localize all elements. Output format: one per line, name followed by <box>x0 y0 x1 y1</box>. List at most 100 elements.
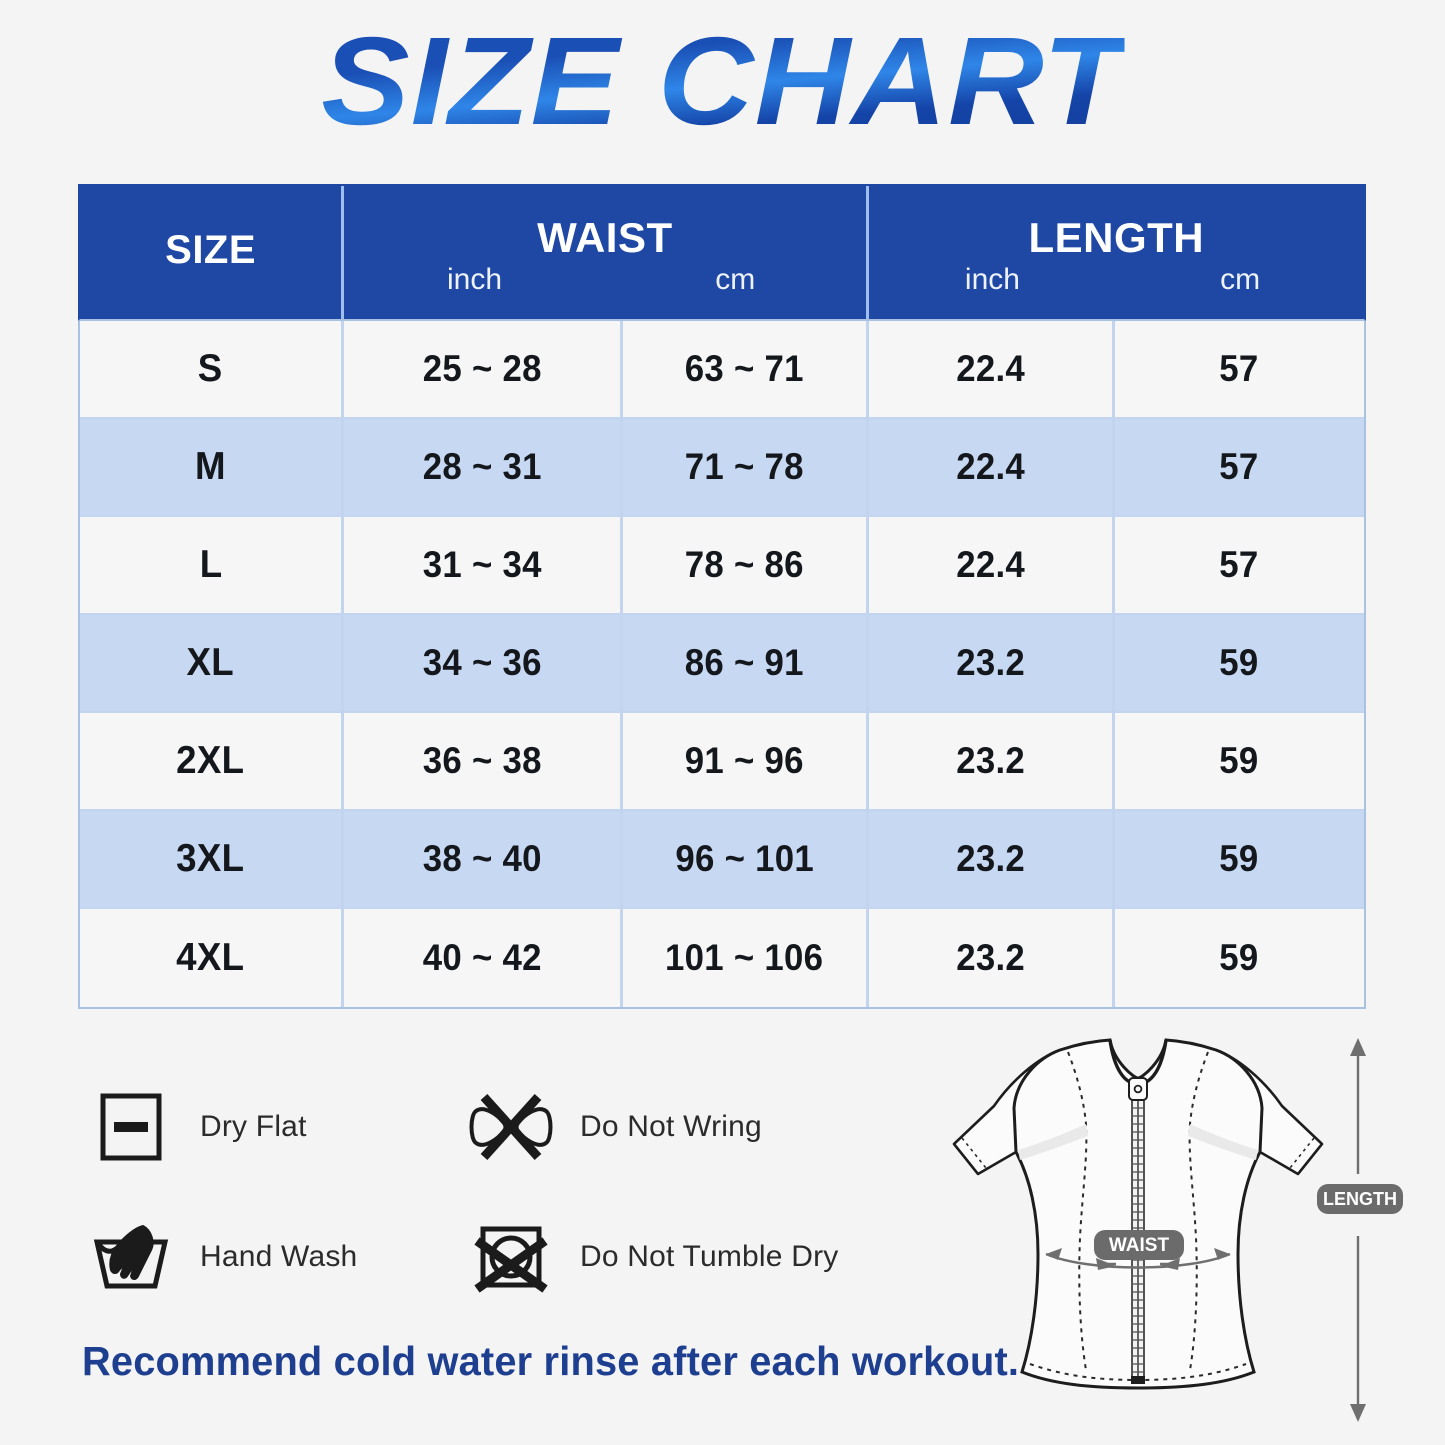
cell-length-cm: 57 <box>1115 321 1364 417</box>
cell-waist-inch-text: 38 ~ 40 <box>422 838 542 879</box>
cell-length-inch-text: 23.2 <box>955 838 1025 879</box>
table-row: L 31 ~ 34 78 ~ 86 22.4 57 <box>80 517 1364 615</box>
cell-length-inch-text: 23.2 <box>955 740 1025 781</box>
cell-waist-inch-text: 36 ~ 38 <box>422 740 542 781</box>
cell-waist-cm: 71 ~ 78 <box>623 419 869 515</box>
cell-length-inch: 22.4 <box>869 419 1115 515</box>
cell-size: L <box>80 517 345 613</box>
dry-flat-icon <box>88 1091 174 1163</box>
header-sub-length-inch: inch <box>964 263 1020 296</box>
cell-length-cm: 59 <box>1115 615 1364 711</box>
cell-size: 4XL <box>80 909 345 1007</box>
waist-badge-label: WAIST <box>1109 1235 1170 1256</box>
cell-waist-inch: 31 ~ 34 <box>344 517 624 613</box>
cell-length-cm: 59 <box>1115 713 1364 809</box>
table-row: S 25 ~ 28 63 ~ 71 22.4 57 <box>80 321 1364 419</box>
cell-length-inch: 23.2 <box>869 713 1115 809</box>
table-row: XL 34 ~ 36 86 ~ 91 23.2 59 <box>80 615 1364 713</box>
cell-length-cm-text: 59 <box>1219 740 1259 781</box>
cell-length-cm: 57 <box>1115 419 1364 515</box>
cell-waist-cm: 96 ~ 101 <box>623 811 869 907</box>
care-label-do-not-tumble-dry: Do Not Tumble Dry <box>580 1240 839 1273</box>
table-row: 3XL 38 ~ 40 96 ~ 101 23.2 59 <box>80 811 1364 909</box>
cell-length-cm: 59 <box>1115 909 1364 1007</box>
table-header-row: SIZE WAIST inch cm LENGTH inch cm <box>78 184 1366 321</box>
cell-waist-inch-text: 40 ~ 42 <box>422 937 542 978</box>
cell-waist-inch-text: 31 ~ 34 <box>422 544 542 585</box>
title-container: SIZE CHART <box>0 12 1445 151</box>
care-label-hand-wash: Hand Wash <box>200 1240 358 1273</box>
cell-length-inch: 23.2 <box>869 909 1115 1007</box>
cell-waist-inch-text: 34 ~ 36 <box>422 642 542 683</box>
header-sub-waist-inch: inch <box>447 263 503 296</box>
size-table: SIZE WAIST inch cm LENGTH inch cm S 2 <box>78 184 1366 1009</box>
cell-size: S <box>80 321 345 417</box>
cell-size: 3XL <box>80 811 345 907</box>
cell-length-inch-text: 22.4 <box>955 446 1025 487</box>
cell-waist-cm: 101 ~ 106 <box>623 909 869 1007</box>
cell-waist-inch: 40 ~ 42 <box>344 909 624 1007</box>
header-group-size: SIZE <box>80 186 345 319</box>
recommendation-note: Recommend cold water rinse after each wo… <box>82 1338 1020 1384</box>
cell-length-inch: 23.2 <box>869 615 1115 711</box>
cell-size-text: 2XL <box>176 739 245 782</box>
cell-waist-inch-text: 28 ~ 31 <box>422 446 542 487</box>
cell-size-text: XL <box>186 641 235 684</box>
header-label-waist: WAIST <box>537 214 673 261</box>
care-row-2: Hand Wash Do Not Tumble Dry <box>88 1192 938 1322</box>
cell-waist-cm-text: 78 ~ 86 <box>684 544 804 585</box>
cell-length-inch: 22.4 <box>869 517 1115 613</box>
length-badge-label: LENGTH <box>1323 1189 1397 1209</box>
do-not-tumble-dry-icon <box>468 1219 554 1295</box>
cell-size-text: L <box>199 543 222 586</box>
cell-size-text: M <box>195 445 227 488</box>
cell-length-cm-text: 57 <box>1219 446 1259 487</box>
cell-waist-cm: 91 ~ 96 <box>623 713 869 809</box>
cell-waist-inch: 25 ~ 28 <box>344 321 624 417</box>
care-instructions: Dry Flat Do Not Wring <box>88 1062 938 1322</box>
cell-length-cm: 57 <box>1115 517 1364 613</box>
table-row: 4XL 40 ~ 42 101 ~ 106 23.2 59 <box>80 909 1364 1007</box>
cell-size-text: 3XL <box>176 837 245 880</box>
cell-size: 2XL <box>80 713 345 809</box>
cell-waist-cm-text: 63 ~ 71 <box>684 348 804 389</box>
cell-waist-inch: 28 ~ 31 <box>344 419 624 515</box>
header-sub-waist-cm: cm <box>715 263 756 296</box>
cell-length-cm-text: 59 <box>1219 642 1259 683</box>
do-not-wring-icon <box>468 1089 554 1165</box>
cell-size: XL <box>80 615 345 711</box>
cell-length-inch: 23.2 <box>869 811 1115 907</box>
header-subs-waist: inch cm <box>344 263 865 297</box>
cell-waist-cm-text: 96 ~ 101 <box>675 838 814 879</box>
cell-length-inch: 22.4 <box>869 321 1115 417</box>
cell-length-cm-text: 57 <box>1219 544 1259 585</box>
cell-waist-inch-text: 25 ~ 28 <box>422 348 542 389</box>
cell-waist-cm-text: 101 ~ 106 <box>665 937 824 978</box>
hand-wash-icon <box>88 1220 174 1294</box>
table-row: M 28 ~ 31 71 ~ 78 22.4 57 <box>80 419 1364 517</box>
cell-waist-inch: 38 ~ 40 <box>344 811 624 907</box>
cell-size-text: S <box>198 347 223 390</box>
cell-waist-inch: 36 ~ 38 <box>344 713 624 809</box>
table-row: 2XL 36 ~ 38 91 ~ 96 23.2 59 <box>80 713 1364 811</box>
cell-length-inch-text: 22.4 <box>955 544 1025 585</box>
cell-length-inch-text: 22.4 <box>955 348 1025 389</box>
cell-length-inch-text: 23.2 <box>955 642 1025 683</box>
cell-length-inch-text: 23.2 <box>955 937 1025 978</box>
cell-length-cm: 59 <box>1115 811 1364 907</box>
header-group-waist: WAIST inch cm <box>344 186 869 319</box>
header-subs-length: inch cm <box>869 263 1364 297</box>
care-label-do-not-wring: Do Not Wring <box>580 1110 762 1143</box>
cell-length-cm-text: 59 <box>1219 937 1259 978</box>
header-sub-length-cm: cm <box>1220 263 1261 296</box>
cell-waist-cm: 78 ~ 86 <box>623 517 869 613</box>
cell-length-cm-text: 59 <box>1219 838 1259 879</box>
care-label-dry-flat: Dry Flat <box>200 1110 307 1143</box>
page-title: SIZE CHART <box>320 12 1125 151</box>
cell-waist-cm: 63 ~ 71 <box>623 321 869 417</box>
care-item-hand-wash: Hand Wash <box>88 1220 468 1294</box>
care-item-do-not-tumble-dry: Do Not Tumble Dry <box>468 1219 938 1295</box>
cell-size-text: 4XL <box>176 936 245 979</box>
header-group-length: LENGTH inch cm <box>869 186 1364 319</box>
